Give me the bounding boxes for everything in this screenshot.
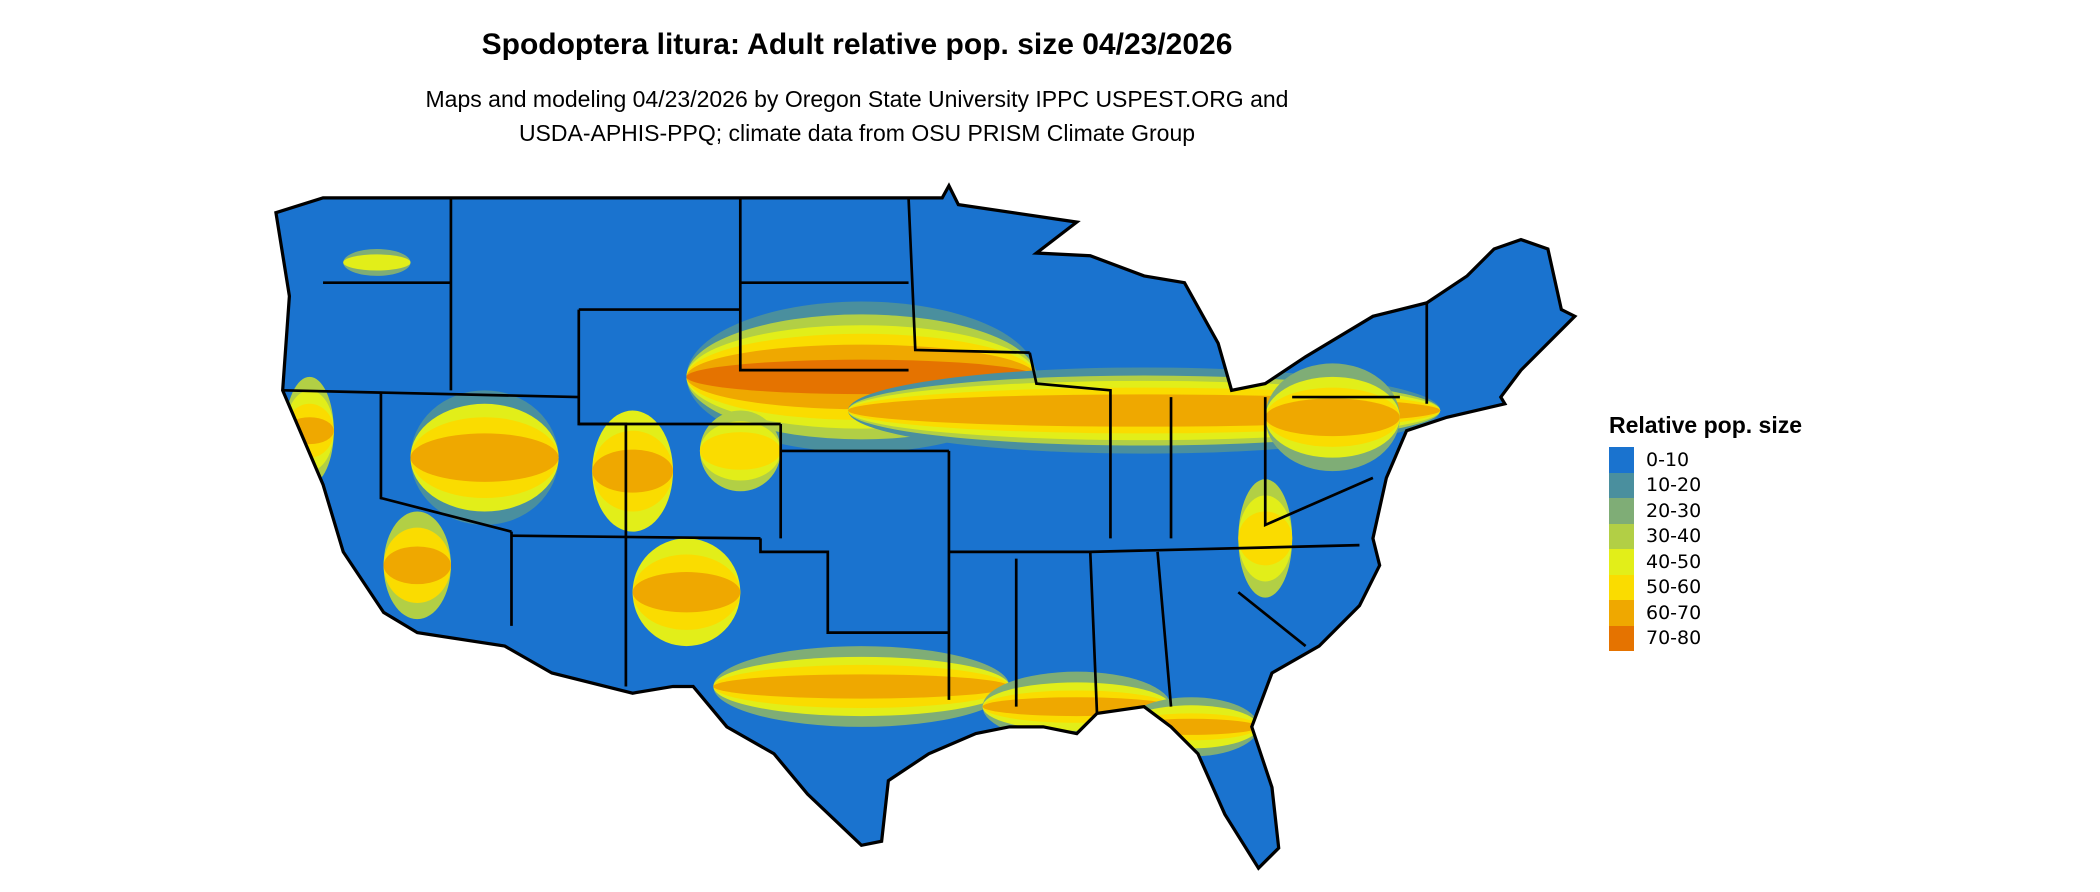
state-boundary xyxy=(379,393,512,533)
legend-label: 0-10 xyxy=(1646,448,1690,471)
map-subtitle-line-1: Maps and modeling 04/23/2026 by Oregon S… xyxy=(425,86,1289,112)
legend-item: 0-10 xyxy=(1609,447,1802,473)
legend-swatch xyxy=(1609,625,1634,651)
legend-swatch xyxy=(1609,472,1634,498)
state-boundary xyxy=(1028,352,1112,539)
map-title: Spodoptera litura: Adult relative pop. s… xyxy=(481,28,1233,61)
legend-label: 20-30 xyxy=(1646,499,1702,522)
legend-swatch xyxy=(1609,447,1634,473)
legend-swatch xyxy=(1609,523,1634,549)
legend-item: 20-30 xyxy=(1609,498,1802,524)
legend-label: 30-40 xyxy=(1646,525,1702,548)
legend-item: 50-60 xyxy=(1609,574,1802,600)
state-boundary xyxy=(1088,551,1099,714)
conus-land xyxy=(275,185,1575,869)
legend-item: 60-70 xyxy=(1609,600,1802,626)
map-subtitle-line-2: USDA-APHIS-PPQ; climate data from OSU PR… xyxy=(518,120,1196,146)
population-zone xyxy=(1265,398,1400,437)
population-zone xyxy=(383,546,451,585)
population-zone xyxy=(285,417,334,445)
population-zone xyxy=(410,433,559,482)
state-boundary xyxy=(759,538,949,634)
legend-label: 60-70 xyxy=(1646,601,1702,624)
legend-swatch xyxy=(1609,600,1634,626)
legend-item: 40-50 xyxy=(1609,549,1802,575)
state-boundary xyxy=(907,197,1030,354)
legend-swatch xyxy=(1609,549,1634,575)
state-boundary xyxy=(1237,591,1307,648)
state-boundary xyxy=(511,534,761,540)
legend-item: 70-80 xyxy=(1609,625,1802,651)
legend-label: 70-80 xyxy=(1646,627,1702,650)
population-zone xyxy=(632,572,741,613)
state-boundary xyxy=(738,197,909,372)
legend-swatch xyxy=(1609,498,1634,524)
population-zone xyxy=(1238,511,1293,566)
state-boundary xyxy=(282,388,579,399)
population-zone xyxy=(592,449,673,493)
population-zone xyxy=(713,674,1010,699)
population-zone xyxy=(1123,718,1259,735)
population-zone xyxy=(699,432,781,470)
population-zones xyxy=(285,249,1441,757)
legend: Relative pop. size 0-10 10-20 20-30 30-40 40… xyxy=(1609,412,1802,651)
population-zone xyxy=(343,254,411,271)
conus-outline xyxy=(274,182,1578,871)
legend-label: 50-60 xyxy=(1646,576,1702,599)
state-boundaries xyxy=(282,197,1429,714)
legend-title: Relative pop. size xyxy=(1609,412,1803,438)
state-boundary xyxy=(1263,397,1374,527)
state-boundary xyxy=(1156,551,1173,707)
legend-item: 10-20 xyxy=(1609,472,1802,498)
legend-swatch xyxy=(1609,574,1634,600)
legend-label: 10-20 xyxy=(1646,474,1702,497)
legend-item: 30-40 xyxy=(1609,523,1802,549)
legend-label: 40-50 xyxy=(1646,550,1702,573)
